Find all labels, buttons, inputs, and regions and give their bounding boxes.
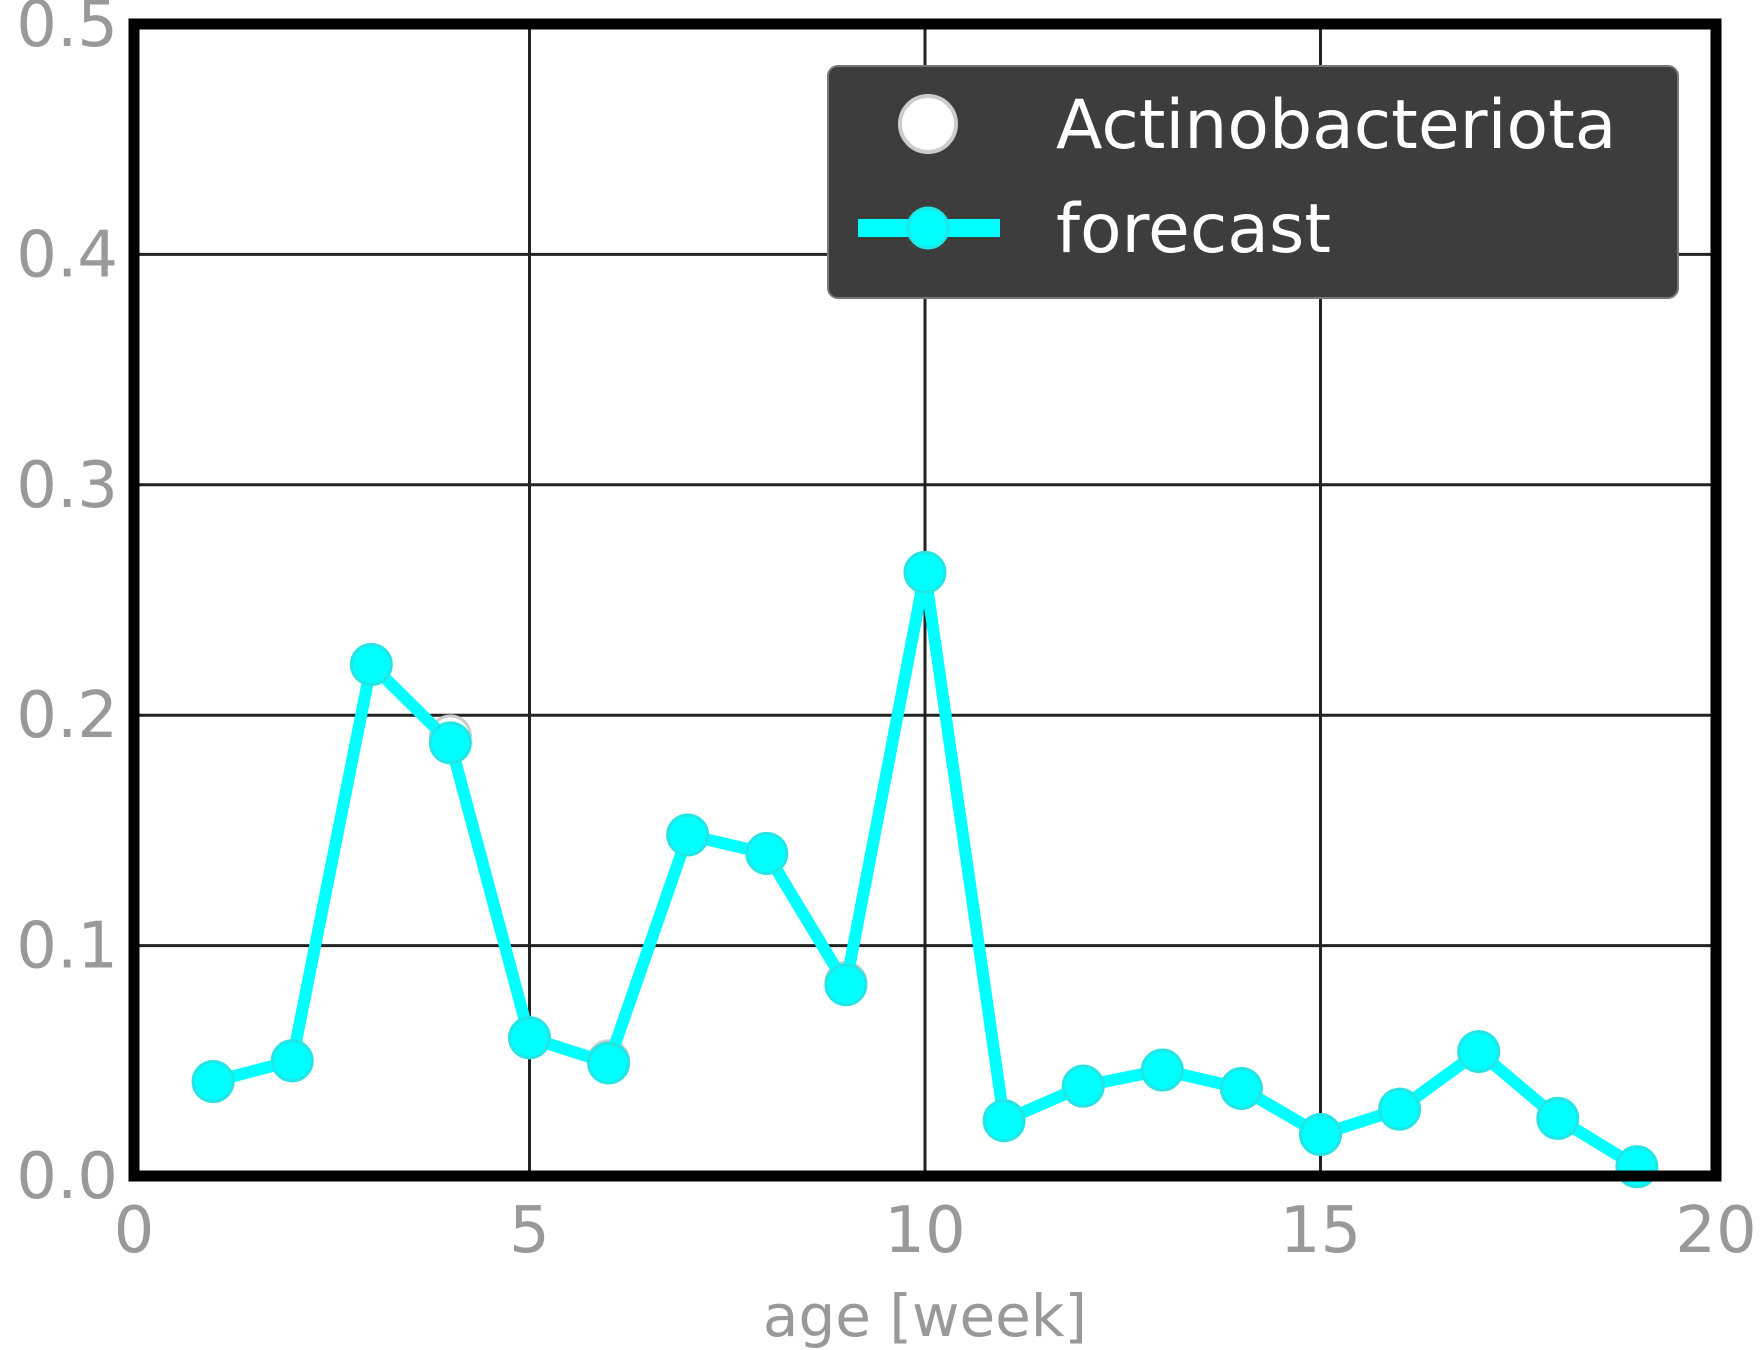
- data-point-forecast: [903, 550, 947, 594]
- y-tick-label: 0.5: [16, 0, 118, 62]
- legend-marker-actinobacteriota: [898, 94, 958, 154]
- data-point-forecast: [1219, 1066, 1263, 1110]
- legend-marker-forecast: [906, 206, 950, 250]
- legend-label-forecast: forecast: [1056, 190, 1331, 269]
- data-point-forecast: [428, 721, 472, 765]
- data-point-forecast: [191, 1060, 235, 1104]
- x-axis-label: age [week]: [763, 1282, 1087, 1350]
- x-tick-label: 20: [1675, 1194, 1756, 1268]
- axes-frame: [128, 18, 1722, 1182]
- x-tick-label: 15: [1280, 1194, 1361, 1268]
- data-point-forecast: [587, 1041, 631, 1085]
- y-tick-label: 0.0: [16, 1140, 118, 1214]
- data-point-forecast: [666, 813, 710, 857]
- data-point-forecast: [745, 831, 789, 875]
- data-point-forecast: [824, 963, 868, 1007]
- x-tick-label: 5: [509, 1194, 550, 1268]
- data-point-forecast: [349, 643, 393, 687]
- data-point-forecast: [270, 1039, 314, 1083]
- y-tick-label: 0.4: [16, 218, 118, 292]
- data-point-forecast: [1536, 1096, 1580, 1140]
- data-point-forecast: [1061, 1064, 1105, 1108]
- legend-box: [827, 65, 1679, 299]
- data-point-forecast: [1140, 1048, 1184, 1092]
- data-point-forecast: [982, 1099, 1026, 1143]
- series-forecast: [191, 550, 1659, 1189]
- data-point-forecast: [508, 1016, 551, 1060]
- legend: Actinobacteriota forecast: [827, 65, 1679, 299]
- data-point-forecast: [1299, 1113, 1342, 1157]
- tick-labels: 0 5 10 15 20 0.0 0.1 0.2 0.3 0.4 0.5: [16, 0, 1757, 1268]
- x-tick-label: 10: [884, 1194, 965, 1268]
- legend-label-actinobacteriota: Actinobacteriota: [1056, 86, 1616, 165]
- y-tick-label: 0.2: [16, 679, 118, 753]
- x-tick-label: 0: [114, 1194, 155, 1268]
- y-tick-label: 0.3: [16, 449, 118, 523]
- plot-area: [191, 550, 1659, 1189]
- data-point-forecast: [1457, 1030, 1501, 1074]
- data-point-forecast: [1378, 1087, 1422, 1131]
- y-tick-label: 0.1: [16, 910, 118, 984]
